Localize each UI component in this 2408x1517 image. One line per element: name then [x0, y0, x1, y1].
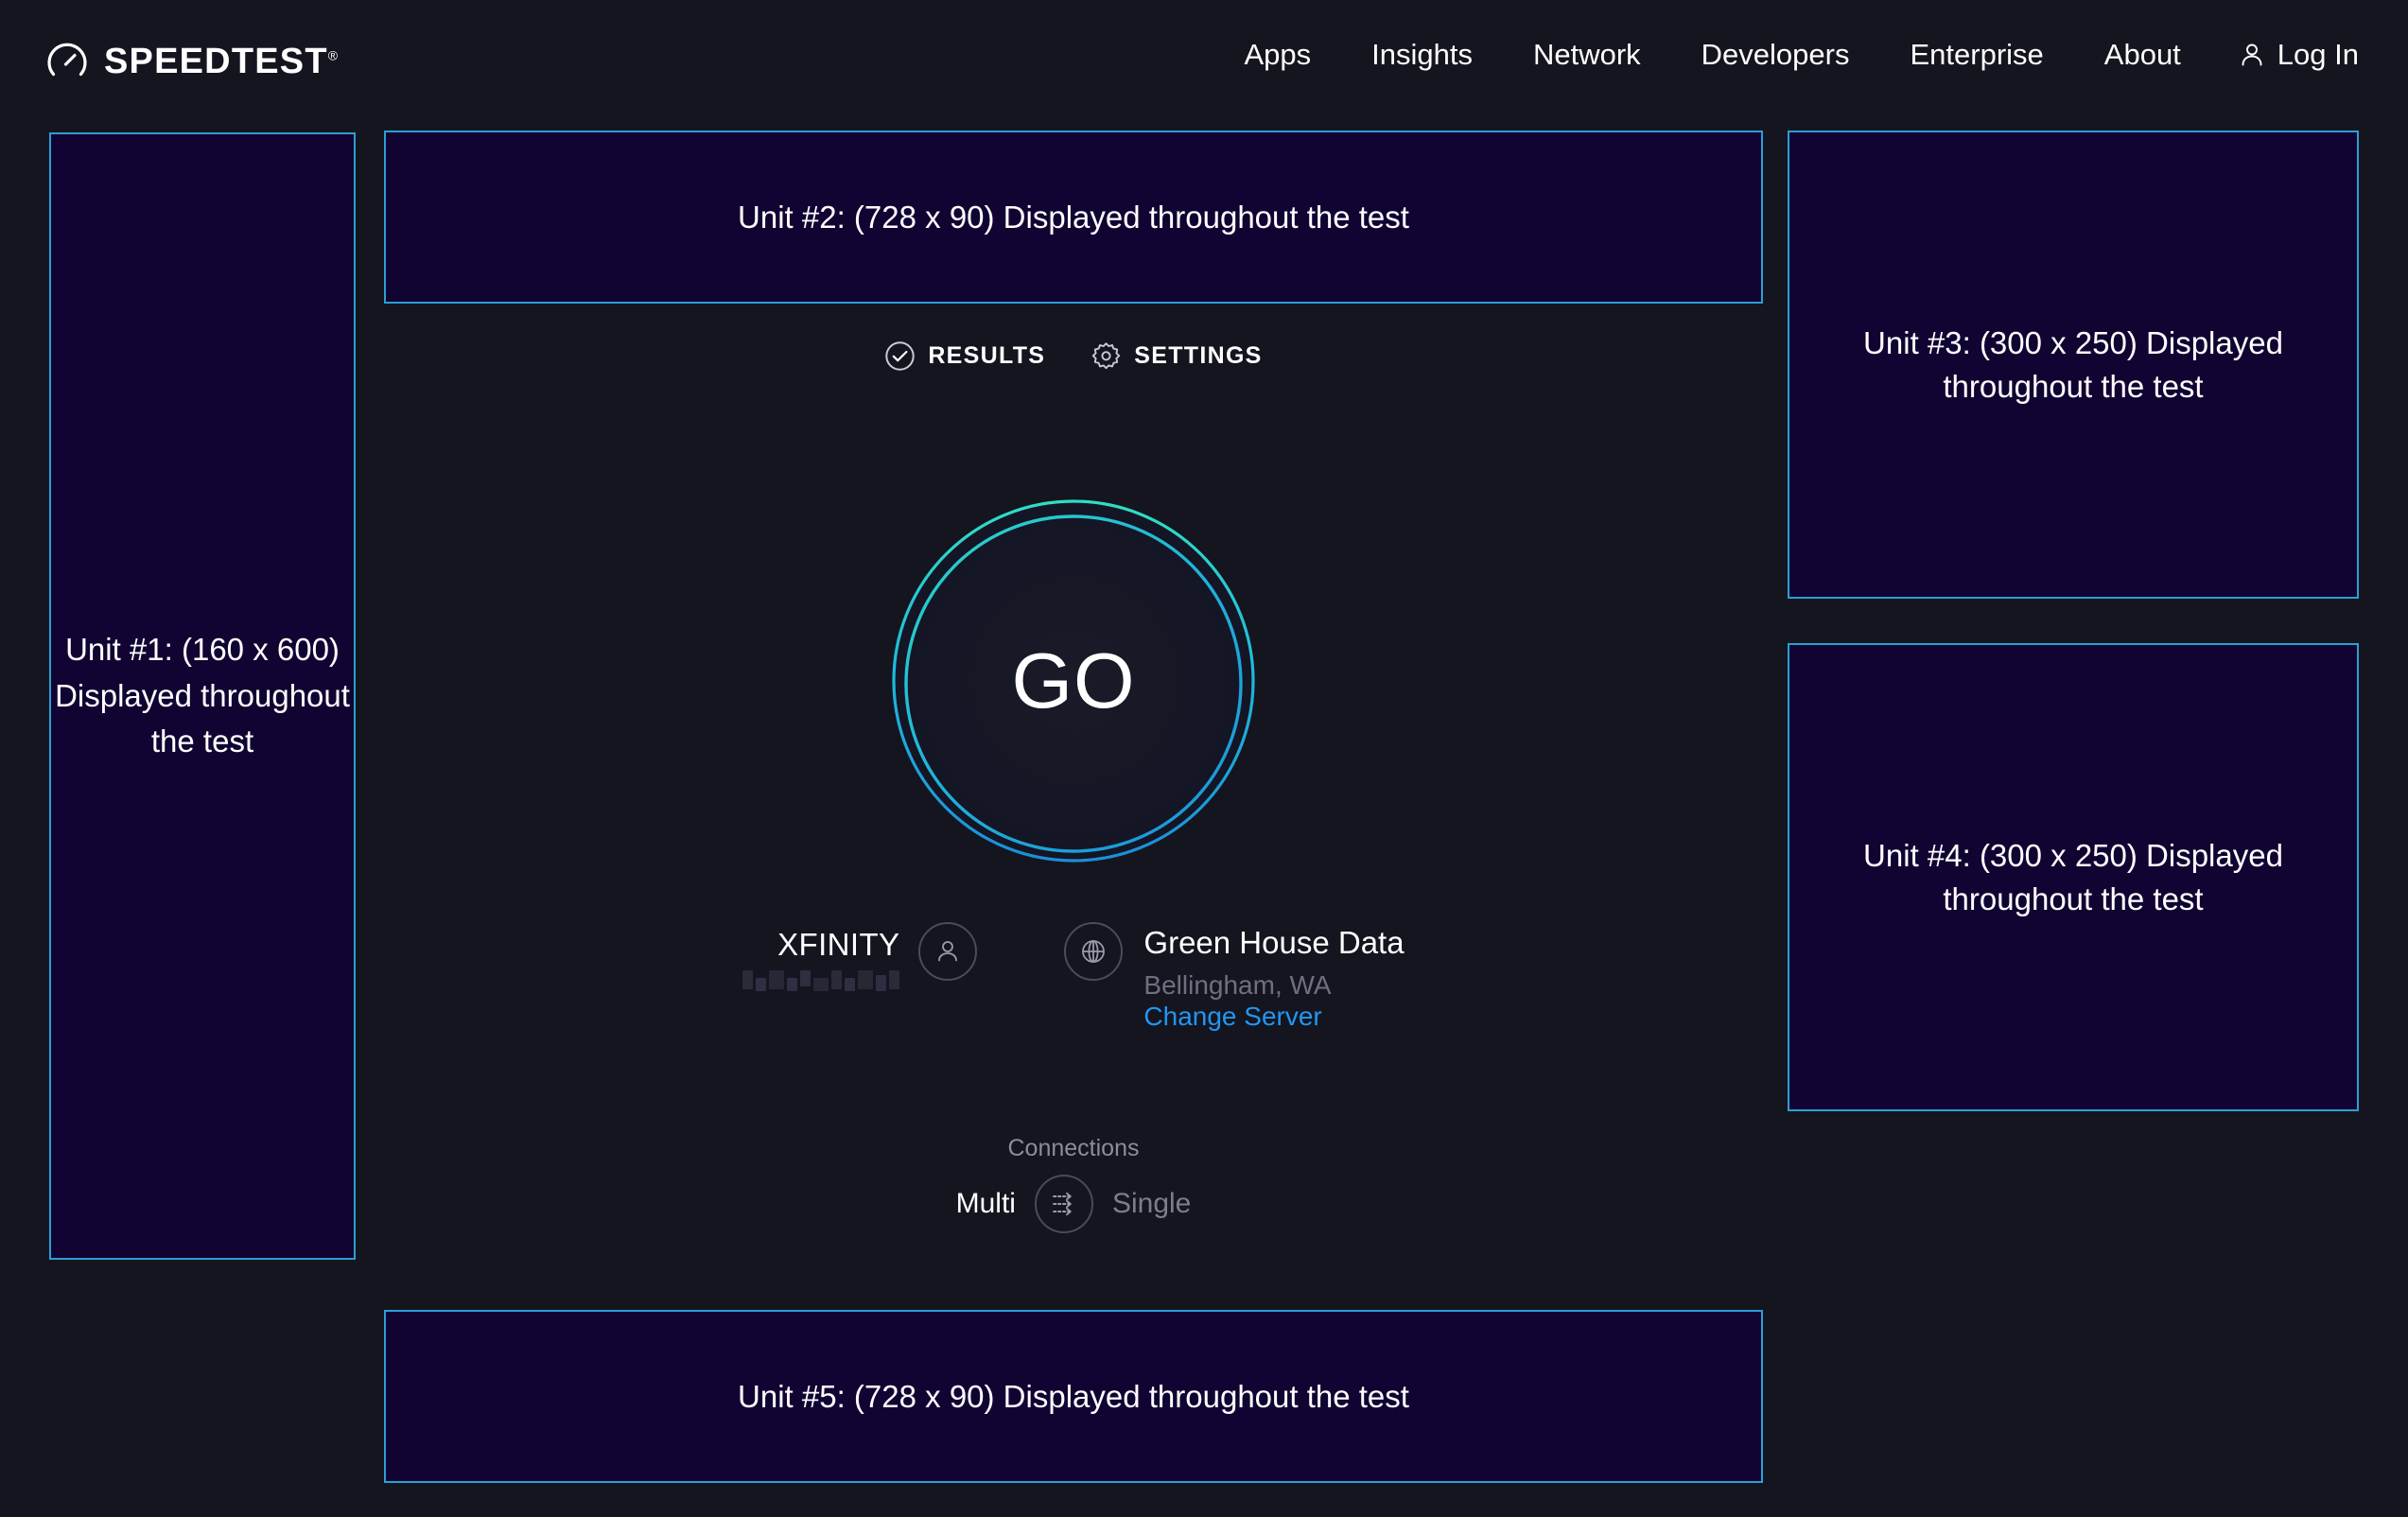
ad-unit-5-text: Unit #5: (728 x 90) Displayed throughout…: [738, 1378, 1409, 1414]
nav-item-enterprise[interactable]: Enterprise: [1910, 38, 2044, 71]
isp-block: XFINITY: [742, 922, 1021, 992]
site-header: SPEEDTEST® Apps Insights Network Develop…: [0, 0, 2408, 131]
logo-text-label: SPEEDTEST: [104, 42, 328, 81]
isp-user-icon-circle[interactable]: [918, 922, 978, 981]
change-server-link[interactable]: Change Server: [1143, 1002, 1322, 1032]
nav-item-developers[interactable]: Developers: [1701, 38, 1850, 71]
user-icon: [2238, 41, 2266, 69]
nav-item-insights[interactable]: Insights: [1371, 38, 1473, 71]
logo-wordmark: SPEEDTEST®: [104, 44, 339, 79]
main-navigation: Apps Insights Network Developers Enterpr…: [1213, 38, 2366, 72]
connections-toggle-button[interactable]: [1034, 1175, 1093, 1233]
test-toolbar: RESULTS SETTINGS: [384, 340, 1763, 372]
go-button-label: GO: [1011, 636, 1136, 724]
ad-unit-2-text: Unit #2: (728 x 90) Displayed throughout…: [738, 199, 1409, 235]
connections-section: Connections Multi Single: [384, 1135, 1763, 1233]
results-label: RESULTS: [928, 342, 1046, 369]
isp-texts: XFINITY: [742, 922, 900, 992]
ad-unit-3[interactable]: Unit #3: (300 x 250) Displayed throughou…: [1788, 131, 2359, 599]
ad-unit-3-text: Unit #3: (300 x 250) Displayed throughou…: [1863, 324, 2283, 404]
check-circle-icon: [884, 340, 916, 372]
connections-single-option[interactable]: Single: [1111, 1188, 1192, 1219]
results-button[interactable]: RESULTS: [884, 340, 1045, 372]
connections-multi-option[interactable]: Multi: [955, 1188, 1016, 1219]
server-block: Green House Data Bellingham, WA Change S…: [1021, 922, 1405, 1033]
logo-trademark: ®: [327, 47, 340, 63]
server-location: Bellingham, WA: [1143, 969, 1332, 1000]
ad-unit-4[interactable]: Unit #4: (300 x 250) Displayed throughou…: [1788, 643, 2359, 1111]
globe-icon: [1078, 936, 1108, 967]
isp-name: XFINITY: [777, 927, 900, 962]
settings-button[interactable]: SETTINGS: [1091, 340, 1262, 372]
ad-unit-2[interactable]: Unit #2: (728 x 90) Displayed throughout…: [384, 131, 1763, 304]
ad-unit-5[interactable]: Unit #5: (728 x 90) Displayed throughout…: [384, 1310, 1763, 1483]
isp-ip-address-redacted: [742, 970, 900, 992]
connections-toggle: Multi Single: [955, 1175, 1192, 1233]
settings-label: SETTINGS: [1134, 342, 1263, 369]
multi-arrows-icon: [1047, 1187, 1081, 1221]
gear-icon: [1091, 340, 1122, 372]
server-texts: Green House Data Bellingham, WA Change S…: [1143, 922, 1404, 1033]
server-name: Green House Data: [1143, 925, 1405, 960]
nav-item-about[interactable]: About: [2103, 38, 2181, 71]
nav-item-apps[interactable]: Apps: [1244, 38, 1312, 71]
connection-info-row: XFINITY: [384, 922, 1763, 1033]
speedtest-logo[interactable]: SPEEDTEST®: [45, 40, 339, 83]
login-label: Log In: [2277, 38, 2359, 71]
server-globe-icon-circle[interactable]: [1064, 922, 1124, 981]
speedometer-icon: [45, 40, 89, 83]
ad-unit-4-text: Unit #4: (300 x 250) Displayed throughou…: [1863, 837, 2283, 916]
go-button[interactable]: GO: [884, 492, 1263, 870]
ad-unit-1-text: Unit #1: (160 x 600) Displayed throughou…: [55, 632, 350, 759]
user-icon: [933, 936, 963, 967]
nav-item-network[interactable]: Network: [1532, 38, 1641, 71]
login-button[interactable]: Log In: [2211, 38, 2366, 72]
go-button-rings: [892, 499, 1255, 863]
ad-unit-1[interactable]: Unit #1: (160 x 600) Displayed throughou…: [49, 132, 356, 1260]
connections-label: Connections: [1007, 1135, 1140, 1161]
